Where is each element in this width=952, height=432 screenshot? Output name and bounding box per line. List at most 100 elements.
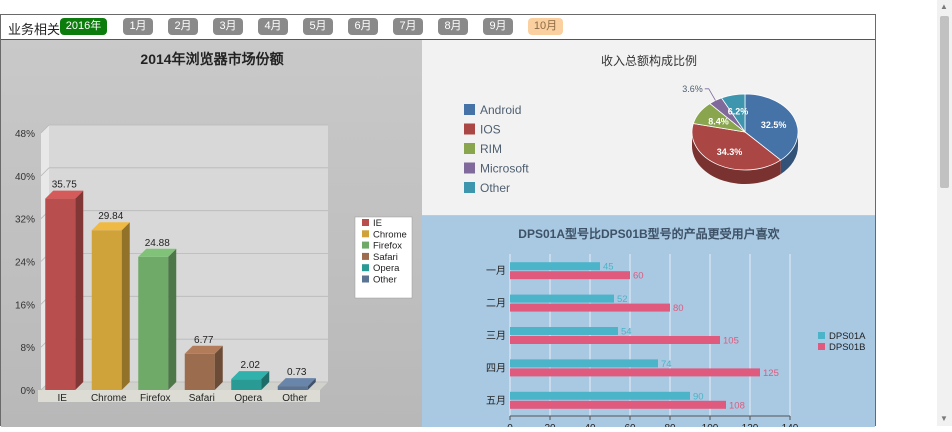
bar-value-label: 108 — [729, 400, 745, 411]
pie-slice-ios — [691, 123, 782, 171]
y-tick-label: 二月 — [486, 298, 506, 310]
legend-label: Other — [373, 275, 397, 286]
legend-swatch — [362, 230, 369, 238]
x-tick-label: Other — [282, 393, 308, 404]
bar-value-label: 52 — [617, 294, 628, 305]
revenue-pie-panel: 收入总额构成比例 Android IOS RIM Microsoft Other 32.… — [422, 40, 875, 216]
pie-label-connector — [704, 88, 716, 101]
bar-value-label: 2.02 — [241, 360, 261, 371]
bar-rect — [510, 294, 614, 303]
legend-swatch — [362, 252, 369, 260]
legend-swatch — [464, 162, 475, 174]
month-button-8[interactable]: 8月 — [438, 18, 468, 35]
legend-swatch — [362, 241, 369, 249]
bar-value-label: 29.84 — [98, 211, 123, 222]
bar-opera: 2.02 — [231, 360, 270, 390]
gridline — [40, 124, 50, 134]
legend-swatch — [464, 182, 475, 193]
x-tick-label: Firefox — [140, 393, 171, 404]
month-button-10[interactable]: 10月 — [528, 18, 563, 35]
bar-rect — [510, 271, 630, 280]
bar-dps01b: 125 — [510, 368, 779, 379]
bar-rect — [510, 400, 726, 409]
bar-value-label: 74 — [661, 359, 672, 370]
page-scrollbar[interactable]: ▲ ▼ — [937, 0, 952, 426]
y-tick-label: 0% — [21, 386, 36, 397]
legend-swatch — [362, 219, 369, 226]
month-button-9[interactable]: 9月 — [483, 18, 513, 35]
browser-share-chart: 2014年浏览器市场份额 0% 8% 16% 24% 32% 40% 48% 35.75 29… — [15, 51, 413, 404]
chart-title: 2014年浏览器市场份额 — [140, 51, 283, 67]
month-button-5[interactable]: 5月 — [303, 18, 333, 35]
legend-swatch — [362, 264, 369, 272]
month-button-1[interactable]: 1月 — [123, 18, 153, 35]
legend-label: Firefox — [373, 241, 402, 252]
y-tick-label: 40% — [15, 172, 35, 183]
bar-rect — [510, 368, 760, 377]
month-button-4[interactable]: 4月 — [258, 18, 288, 35]
y-tick-label: 48% — [15, 129, 35, 140]
legend-label: IE — [373, 218, 382, 229]
legend-swatch — [464, 143, 475, 154]
chart-title: DPS01A型号比DPS01B型号的产品更受用户喜欢 — [518, 226, 780, 241]
pie-value-label: 34.3% — [717, 147, 743, 157]
bar-other: 0.73 — [277, 367, 316, 390]
bar-value-label: 125 — [763, 368, 779, 379]
legend-swatch — [818, 332, 825, 339]
y-tick-label: 四月 — [486, 362, 506, 374]
y-tick-label: 24% — [15, 258, 35, 269]
bar-rect — [510, 303, 670, 312]
bar-dps01a: 90 — [510, 391, 704, 402]
month-button-7[interactable]: 7月 — [393, 18, 423, 35]
x-tick-label: IE — [58, 393, 68, 404]
year-button[interactable]: 2016年 — [60, 18, 107, 35]
x-tick-label: 100 — [702, 423, 719, 427]
bar-value-label: 80 — [673, 303, 684, 314]
dps-compare-chart: DPS01A型号比DPS01B型号的产品更受用户喜欢 45 60 52 80 54 105… — [486, 226, 866, 432]
x-tick-label: 80 — [664, 423, 676, 427]
bar-value-label: 24.88 — [145, 238, 170, 249]
scroll-down-icon[interactable]: ▼ — [940, 414, 948, 423]
bar-front — [91, 230, 122, 390]
month-button-3[interactable]: 3月 — [213, 18, 243, 35]
bar-top — [277, 378, 316, 387]
legend-swatch — [464, 123, 475, 135]
legend-label: IOS — [480, 123, 501, 137]
scrollbar-thumb[interactable] — [940, 16, 949, 188]
x-tick-label: Safari — [189, 393, 215, 404]
x-tick-label: 60 — [624, 423, 636, 427]
legend-swatch — [818, 343, 825, 350]
bar-top — [231, 371, 270, 380]
scroll-up-icon[interactable]: ▲ — [940, 2, 948, 11]
bar-rect — [510, 327, 618, 335]
x-tick-label: 0 — [507, 423, 513, 427]
month-button-6[interactable]: 6月 — [348, 18, 378, 35]
bar-rect — [510, 391, 690, 400]
revenue-pie-chart: 收入总额构成比例 Android IOS RIM Microsoft Other 32.… — [464, 53, 799, 195]
legend-label: Safari — [373, 252, 398, 263]
x-tick-label: 20 — [544, 423, 556, 427]
bar-value-label: 54 — [621, 327, 632, 338]
x-tick-label: Opera — [234, 393, 262, 404]
section-title: 业务相关 — [8, 22, 61, 37]
bar-dps01b: 80 — [510, 303, 684, 314]
dashboard-frame: 业务相关 2016年 1月 2月 3月 4月 5月 6月 7月 8月 9月 10… — [0, 14, 876, 432]
legend-label: DPS01A — [829, 331, 866, 342]
bar-dps01b: 60 — [510, 271, 644, 282]
bar-dps01a: 74 — [510, 359, 672, 370]
pie-value-label: 3.6% — [682, 84, 703, 94]
bar-value-label: 105 — [723, 336, 739, 347]
legend-label: Android — [480, 103, 521, 117]
bar-dps01a: 54 — [510, 327, 632, 338]
legend-label: Opera — [373, 263, 400, 274]
gridline — [40, 167, 50, 177]
pie-value-label: 8.4% — [708, 117, 729, 127]
x-tick-label: 40 — [584, 423, 596, 427]
bar-side — [121, 222, 130, 390]
x-tick-label: 120 — [742, 423, 759, 427]
month-button-2[interactable]: 2月 — [168, 18, 198, 35]
legend-swatch — [362, 275, 369, 283]
legend-label: DPS01B — [829, 342, 865, 353]
browser-share-chart-panel: 2014年浏览器市场份额 0% 8% 16% 24% 32% 40% 48% 35.75 29… — [1, 40, 422, 427]
